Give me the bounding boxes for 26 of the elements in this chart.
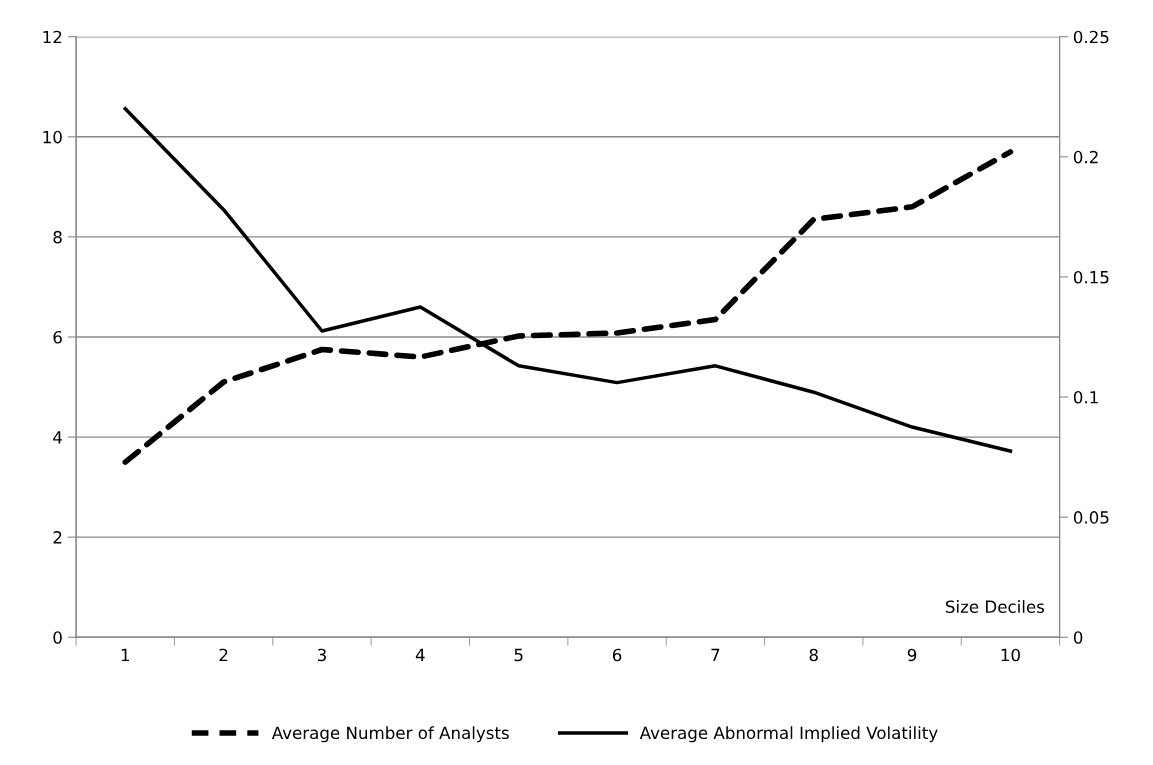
- y2-tick-label: 0.2: [1073, 150, 1098, 164]
- y2-tick-label: 0.25: [1073, 30, 1109, 44]
- x-tick-label: 5: [514, 648, 523, 662]
- y-tick-label: 6: [53, 330, 62, 344]
- x-tick-label: 4: [415, 648, 425, 662]
- y-tick-label: 0: [53, 631, 62, 644]
- y-tick-label: 10: [43, 130, 62, 144]
- x-tick-label: 1: [121, 648, 130, 662]
- y2-tick-label: 0.1: [1073, 391, 1098, 404]
- x-tick-label: 6: [612, 648, 622, 662]
- x-tick-label: 7: [711, 648, 720, 662]
- legend-label: Average Abnormal Implied Volatility: [639, 726, 938, 743]
- x-tick-label: 3: [317, 648, 326, 662]
- y2-tick-label: 0: [1073, 631, 1083, 644]
- y-tick-label: 4: [53, 431, 62, 444]
- y2-tick-label: 0.15: [1073, 270, 1109, 284]
- x-tick-label: 10: [1001, 648, 1020, 662]
- y-tick-label: 2: [53, 531, 62, 544]
- x-tick-label: 8: [809, 648, 818, 662]
- x-tick-label: 2: [219, 648, 228, 662]
- y-tick-label: 8: [53, 230, 62, 244]
- x-tick-label: 9: [907, 648, 917, 662]
- legend-label: Average Number of Analysts: [271, 726, 509, 743]
- y-tick-label: 12: [43, 30, 62, 44]
- y2-tick-label: 0.05: [1073, 511, 1109, 524]
- x-axis-title: Size Deciles: [945, 600, 1045, 613]
